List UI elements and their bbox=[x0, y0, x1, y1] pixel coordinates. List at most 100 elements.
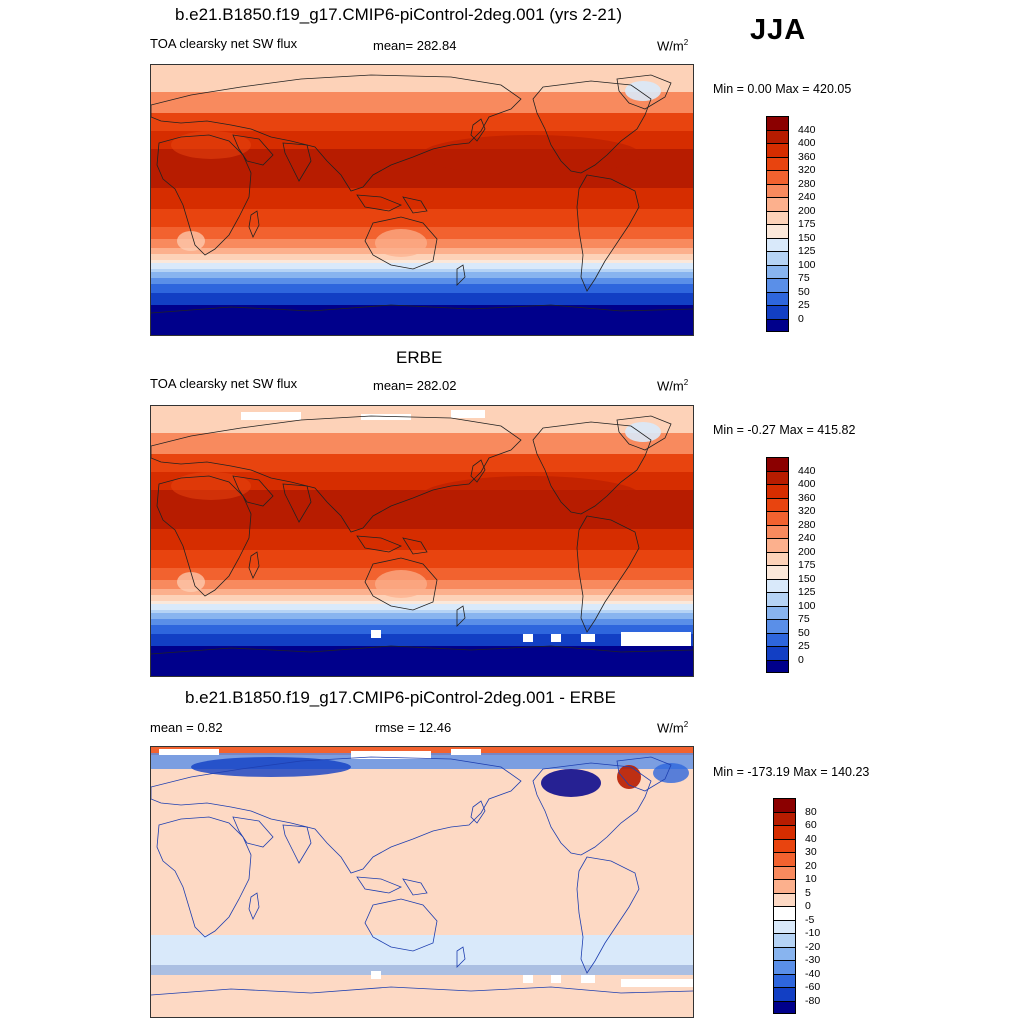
colorbar-tick-label: 320 bbox=[798, 164, 816, 176]
variable-label: TOA clearsky net SW flux bbox=[150, 36, 298, 51]
map-panel-model bbox=[150, 64, 694, 336]
mean-label: mean= 282.02 bbox=[373, 378, 457, 393]
colorbar-swatch bbox=[766, 197, 789, 211]
colorbar-tick-label: 20 bbox=[805, 859, 817, 872]
colorbar-tick-label: 75 bbox=[798, 613, 810, 625]
colorbar-tick-label: 50 bbox=[798, 285, 810, 298]
colorbar-swatch bbox=[766, 170, 789, 184]
colorbar-swatch bbox=[773, 825, 796, 839]
colorbar-swatch bbox=[766, 237, 789, 251]
colorbar-swatch bbox=[773, 946, 796, 960]
colorbar-swatch bbox=[766, 291, 789, 305]
colorbar-tick-label: 150 bbox=[798, 231, 816, 244]
colorbar-swatch bbox=[773, 865, 796, 879]
colorbar-swatch bbox=[773, 892, 796, 906]
colorbar-swatch bbox=[766, 592, 789, 606]
colorbar-tick-label: -5 bbox=[805, 913, 815, 926]
colorbar-swatch bbox=[766, 632, 789, 646]
colorbar-swatch bbox=[766, 224, 789, 238]
colorbar-swatch bbox=[766, 183, 789, 197]
colorbar-swatch bbox=[766, 551, 789, 565]
colorbar-tick-label: 200 bbox=[798, 204, 816, 217]
mean-label: mean = 0.82 bbox=[150, 720, 223, 735]
colorbar-tick-label: 360 bbox=[798, 491, 816, 504]
colorbar-swatch bbox=[773, 933, 796, 947]
colorbar-tick-label: -30 bbox=[805, 954, 821, 966]
colorbar-tick-label: 75 bbox=[798, 272, 810, 284]
colorbar-swatch bbox=[766, 278, 789, 292]
colorbar-swatch bbox=[766, 578, 789, 592]
colorbar-tick-label: 25 bbox=[798, 640, 810, 652]
unit-label: W/m2 bbox=[657, 38, 689, 54]
colorbar-swatch bbox=[766, 619, 789, 633]
colorbar-swatch bbox=[766, 156, 789, 170]
colorbar-tick-label: 5 bbox=[805, 886, 811, 899]
rmse-label: rmse = 12.46 bbox=[375, 720, 452, 735]
mean-label: mean= 282.84 bbox=[373, 38, 457, 53]
colorbar-tick-label: 0 bbox=[805, 900, 811, 912]
colorbar-tick-label: 240 bbox=[798, 532, 816, 544]
colorbar-swatch bbox=[766, 524, 789, 538]
unit-label: W/m2 bbox=[657, 720, 689, 736]
colorbar-swatch bbox=[773, 811, 796, 825]
min-max-label: Min = -173.19 Max = 140.23 bbox=[713, 765, 870, 779]
colorbar-tick-label: -60 bbox=[805, 981, 821, 993]
unit-label: W/m2 bbox=[657, 378, 689, 394]
colorbar-swatch bbox=[766, 538, 789, 552]
colorbar-tick-label: 10 bbox=[805, 873, 817, 885]
colorbar-swatch bbox=[773, 838, 796, 852]
colorbar-swatch bbox=[766, 264, 789, 278]
colorbar-tick-label: 175 bbox=[798, 218, 816, 230]
colorbar-swatch bbox=[766, 305, 789, 319]
variable-label: TOA clearsky net SW flux bbox=[150, 376, 298, 391]
colorbar-tick-label: -40 bbox=[805, 967, 821, 980]
colorbar-swatch bbox=[766, 318, 789, 332]
colorbar-tick-label: 125 bbox=[798, 245, 816, 257]
map-panel-erbe bbox=[150, 405, 694, 677]
colorbar-swatch bbox=[773, 973, 796, 987]
colorbar-swatch bbox=[773, 879, 796, 893]
colorbar-tick-label: 175 bbox=[798, 559, 816, 571]
colorbar-tick-label: 200 bbox=[798, 545, 816, 558]
colorbar-swatch bbox=[766, 659, 789, 673]
panel-title: ERBE bbox=[396, 348, 443, 367]
colorbar-tick-label: 360 bbox=[798, 150, 816, 163]
colorbar-tick-label: 100 bbox=[798, 599, 816, 612]
colorbar-swatch bbox=[766, 116, 789, 130]
colorbar-tick-label: 0 bbox=[798, 312, 804, 325]
colorbar-swatch bbox=[766, 497, 789, 511]
colorbar-tick-label: 150 bbox=[798, 572, 816, 585]
colorbar-tick-label: -80 bbox=[805, 994, 821, 1007]
colorbar-tick-label: 240 bbox=[798, 191, 816, 203]
colorbar-swatch bbox=[773, 798, 796, 812]
min-max-label: Min = -0.27 Max = 415.82 bbox=[713, 423, 856, 437]
colorbar-swatch bbox=[766, 484, 789, 498]
colorbar-tick-label: 0 bbox=[798, 653, 804, 666]
colorbar-swatch bbox=[766, 565, 789, 579]
panel-title: b.e21.B1850.f19_g17.CMIP6-piControl-2deg… bbox=[175, 5, 622, 24]
colorbar-swatch bbox=[766, 605, 789, 619]
colorbar-swatch bbox=[766, 129, 789, 143]
colorbar-swatch bbox=[766, 210, 789, 224]
colorbar-tick-label: 25 bbox=[798, 299, 810, 311]
colorbar-tick-label: 440 bbox=[798, 123, 816, 136]
colorbar-tick-label: 400 bbox=[798, 137, 816, 149]
colorbar-tick-label: 50 bbox=[798, 626, 810, 639]
colorbar-swatch bbox=[766, 646, 789, 660]
colorbar-tick-label: -20 bbox=[805, 940, 821, 953]
colorbar-swatch bbox=[773, 1000, 796, 1014]
colorbar-swatch bbox=[766, 470, 789, 484]
colorbar-tick-label: 320 bbox=[798, 505, 816, 517]
colorbar-tick-label: 280 bbox=[798, 518, 816, 531]
colorbar-tick-label: 400 bbox=[798, 478, 816, 490]
panel-title: b.e21.B1850.f19_g17.CMIP6-piControl-2deg… bbox=[185, 688, 616, 707]
colorbar-swatch bbox=[773, 906, 796, 920]
colorbar-tick-label: 440 bbox=[798, 464, 816, 477]
colorbar-tick-label: 125 bbox=[798, 586, 816, 598]
colorbar-swatch bbox=[766, 511, 789, 525]
colorbar-tick-label: 100 bbox=[798, 258, 816, 271]
colorbar-swatch bbox=[773, 987, 796, 1001]
colorbar-tick-label: 40 bbox=[805, 832, 817, 845]
colorbar-swatch bbox=[766, 251, 789, 265]
colorbar-tick-label: -10 bbox=[805, 927, 821, 939]
